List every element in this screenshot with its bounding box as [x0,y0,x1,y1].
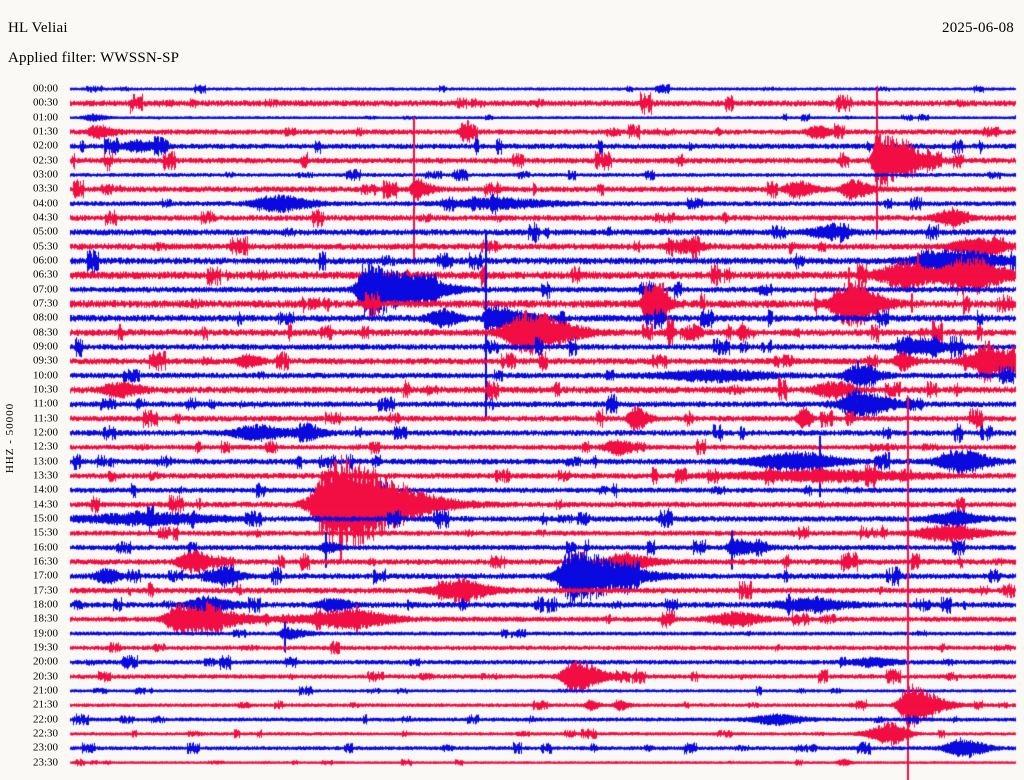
time-label: 02:30 [32,154,58,167]
time-label: 10:00 [32,369,58,382]
time-label: 15:30 [32,526,58,539]
time-label: 11:30 [33,412,58,425]
time-label: 00:30 [32,96,58,109]
time-label: 08:30 [32,326,58,339]
record-date: 2025-06-08 [942,20,1014,36]
time-label: 11:00 [33,397,58,410]
time-label: 19:00 [32,627,58,640]
time-label: 12:00 [32,426,58,439]
time-label: 21:00 [32,684,58,697]
time-label: 07:30 [32,297,58,310]
time-label: 20:30 [32,670,58,683]
time-label: 17:30 [32,584,58,597]
time-label: 15:00 [32,512,58,525]
applied-filter-label: Applied filter: WWSSN-SP [8,50,180,66]
time-label: 13:30 [32,469,58,482]
time-label: 12:30 [32,440,58,453]
time-label: 07:00 [32,283,58,296]
time-label: 20:00 [32,655,58,668]
time-label: 23:00 [32,741,58,754]
time-label: 13:00 [32,455,58,468]
time-label: 05:00 [32,225,58,238]
time-axis: 00:00 00:30 01:00 01:30 02:00 02:30 03:00 03:30… [0,0,62,780]
time-label: 18:30 [32,612,58,625]
time-label: 06:30 [32,268,58,281]
time-label: 09:00 [32,340,58,353]
time-label: 14:30 [32,498,58,511]
time-label: 00:00 [32,82,58,95]
time-label: 04:00 [32,197,58,210]
time-label: 22:30 [32,727,58,740]
time-label: 09:30 [32,354,58,367]
time-label: 08:00 [32,311,58,324]
time-label: 18:00 [32,598,58,611]
time-label: 01:00 [32,111,58,124]
time-label: 22:00 [32,713,58,726]
time-label: 16:00 [32,541,58,554]
time-label: 10:30 [32,383,58,396]
time-label: 23:30 [32,756,58,769]
station-name: HL Veliai [8,20,68,36]
time-label: 03:30 [32,182,58,195]
time-label: 19:30 [32,641,58,654]
time-label: 01:30 [32,125,58,138]
time-label: 16:30 [32,555,58,568]
time-label: 04:30 [32,211,58,224]
time-label: 02:00 [32,139,58,152]
time-label: 05:30 [32,240,58,253]
time-label: 17:00 [32,569,58,582]
channel-scale-label: HHZ - 50000 [4,402,16,474]
time-label: 21:30 [32,698,58,711]
time-label: 14:00 [32,483,58,496]
time-label: 03:00 [32,168,58,181]
time-label: 06:00 [32,254,58,267]
